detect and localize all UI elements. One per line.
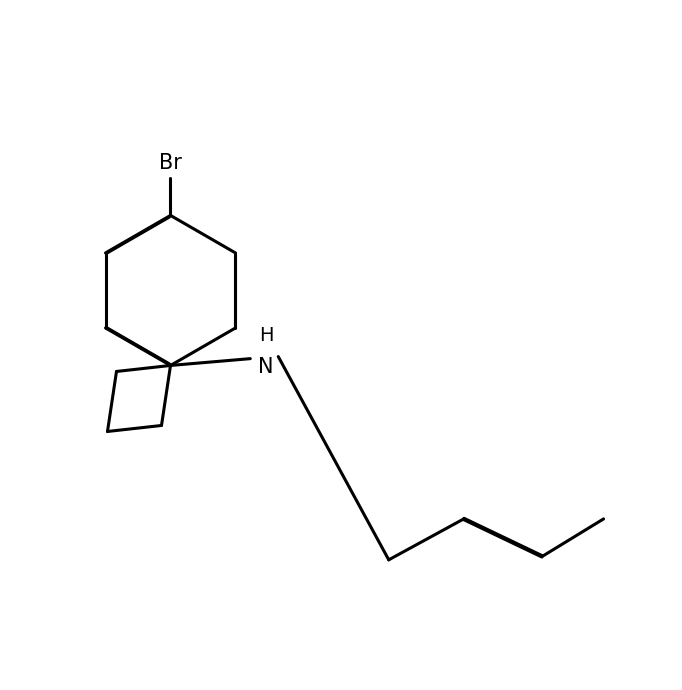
Text: Br: Br xyxy=(159,153,182,173)
Text: N: N xyxy=(258,357,273,377)
Text: H: H xyxy=(258,326,273,345)
